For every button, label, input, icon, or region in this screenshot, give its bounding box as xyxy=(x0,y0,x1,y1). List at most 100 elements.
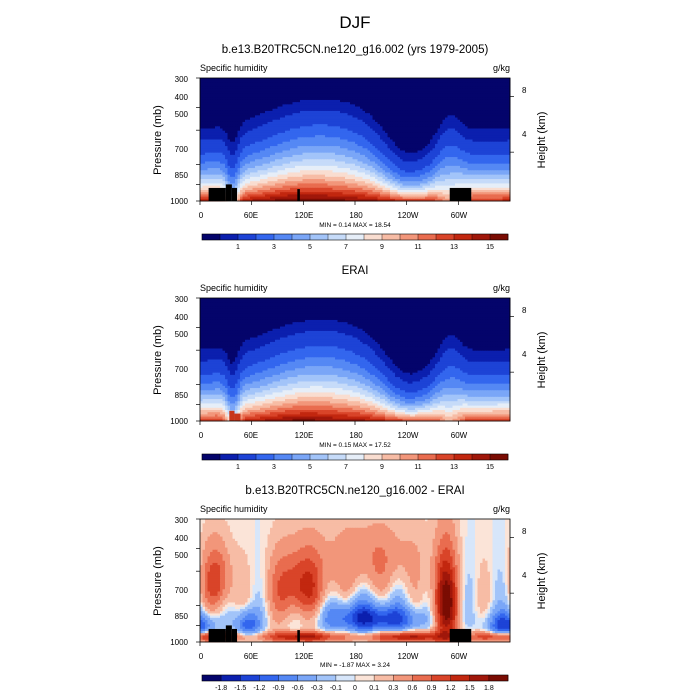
heatmap-cell xyxy=(457,99,461,103)
heatmap-cell xyxy=(437,119,441,123)
heatmap-cell xyxy=(252,121,256,125)
heatmap-cell xyxy=(360,78,363,81)
heatmap-cell xyxy=(205,84,208,88)
heatmap-cell xyxy=(315,115,318,118)
heatmap-cell xyxy=(347,88,351,92)
heatmap-cell xyxy=(255,121,258,125)
heatmap-cell xyxy=(357,91,361,94)
heatmap-cell xyxy=(207,115,211,118)
heatmap-cell xyxy=(202,95,206,99)
heatmap-cell xyxy=(250,106,253,110)
heatmap-cell xyxy=(385,106,388,110)
heatmap-cell xyxy=(470,113,473,116)
heatmap-cell xyxy=(365,80,368,83)
heatmap-cell xyxy=(475,95,478,99)
heatmap-cell xyxy=(210,113,213,116)
heatmap-cell xyxy=(220,113,223,116)
heatmap-cell xyxy=(417,113,421,116)
heatmap-cell xyxy=(282,93,286,96)
heatmap-cell xyxy=(305,110,308,114)
heatmap-cell xyxy=(360,82,363,85)
heatmap-cell xyxy=(422,80,426,83)
heatmap-cell xyxy=(480,110,483,114)
heatmap-cell xyxy=(457,119,461,123)
heatmap-cell xyxy=(485,78,488,81)
heatmap-cell xyxy=(355,91,358,94)
heatmap-cell xyxy=(502,106,506,110)
heatmap-cell xyxy=(225,91,228,94)
heatmap-cell xyxy=(337,88,341,92)
heatmap-cell xyxy=(387,82,391,85)
heatmap-cell xyxy=(205,119,208,123)
heatmap-cell xyxy=(347,97,351,101)
heatmap-cell xyxy=(502,115,506,118)
heatmap-cell xyxy=(240,93,243,96)
heatmap-cell xyxy=(427,86,431,90)
heatmap-cell xyxy=(410,93,413,96)
heatmap-cell xyxy=(212,113,216,116)
heatmap-cell xyxy=(445,117,448,121)
heatmap-cell xyxy=(282,115,286,118)
heatmap-cell xyxy=(242,97,246,101)
heatmap-cell xyxy=(427,106,431,110)
heatmap-cell xyxy=(367,102,371,105)
heatmap-cell xyxy=(465,78,468,81)
heatmap-cell xyxy=(420,108,423,112)
heatmap-cell xyxy=(342,104,346,107)
heatmap-cell xyxy=(220,99,223,103)
heatmap-cell xyxy=(480,93,483,96)
heatmap-cell xyxy=(237,80,241,83)
heatmap-cell xyxy=(295,95,298,99)
heatmap-cell xyxy=(332,91,336,94)
heatmap-cell xyxy=(432,82,436,85)
heatmap-cell xyxy=(475,78,478,81)
heatmap-cell xyxy=(440,95,443,99)
heatmap-cell xyxy=(452,95,456,99)
heatmap-cell xyxy=(432,106,436,110)
heatmap-cell xyxy=(500,91,503,94)
heatmap-cell xyxy=(495,91,498,94)
heatmap-cell xyxy=(420,80,423,83)
heatmap-cell xyxy=(322,88,326,92)
heatmap-cell xyxy=(405,78,408,81)
heatmap-cell xyxy=(450,97,453,101)
heatmap-cell xyxy=(470,91,473,94)
heatmap-cell xyxy=(485,117,488,121)
heatmap-cell xyxy=(465,84,468,88)
heatmap-cell xyxy=(340,117,343,121)
heatmap-cell xyxy=(300,110,303,114)
heatmap-cell xyxy=(477,102,481,105)
heatmap-cell xyxy=(340,80,343,83)
heatmap-cell xyxy=(417,84,421,88)
heatmap-cell xyxy=(287,97,291,101)
heatmap-cell xyxy=(322,106,326,110)
heatmap-cell xyxy=(317,104,321,107)
heatmap-cell xyxy=(345,110,348,114)
heatmap-cell xyxy=(437,110,441,114)
heatmap-cell xyxy=(420,95,423,99)
heatmap-cell xyxy=(342,119,346,123)
heatmap-cell xyxy=(395,115,398,118)
heatmap-cell xyxy=(200,97,203,101)
heatmap-cell xyxy=(227,121,231,125)
heatmap-cell xyxy=(262,80,266,83)
heatmap-cell xyxy=(452,80,456,83)
heatmap-cell xyxy=(385,115,388,118)
heatmap-cell xyxy=(272,108,276,112)
heatmap-cell xyxy=(370,108,373,112)
heatmap-cell xyxy=(217,97,221,101)
heatmap-cell xyxy=(275,88,278,92)
heatmap-cell xyxy=(310,110,313,114)
heatmap-cell xyxy=(485,80,488,83)
heatmap-cell xyxy=(322,110,326,114)
heatmap-cell xyxy=(250,104,253,107)
heatmap-cell xyxy=(477,80,481,83)
heatmap-cell xyxy=(440,115,443,118)
heatmap-cell xyxy=(222,117,226,121)
heatmap-cell xyxy=(282,86,286,90)
heatmap-cell xyxy=(497,110,501,114)
heatmap-cell xyxy=(417,117,421,121)
heatmap-cell xyxy=(332,115,336,118)
heatmap-cell xyxy=(490,84,493,88)
heatmap-cell xyxy=(205,117,208,121)
